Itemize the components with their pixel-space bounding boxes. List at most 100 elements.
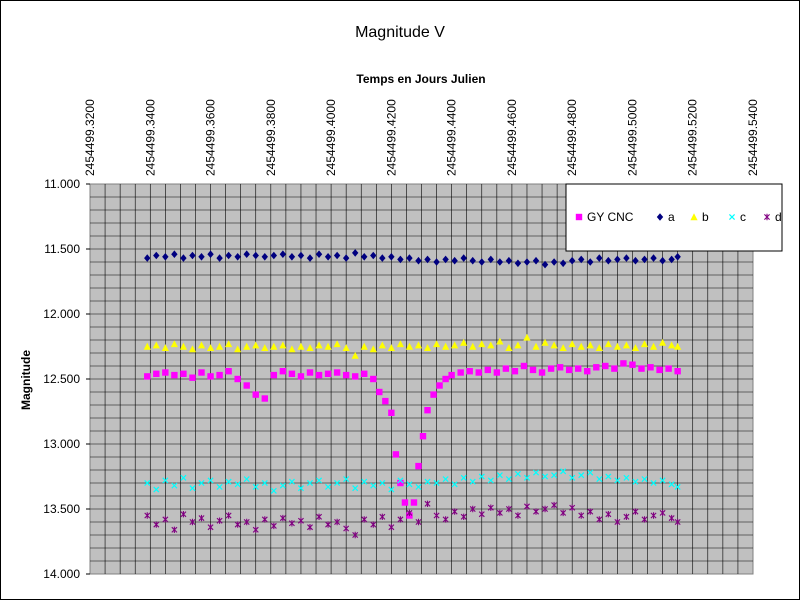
data-point <box>632 508 639 515</box>
data-point <box>578 255 585 264</box>
data-point <box>180 370 187 377</box>
data-point <box>442 342 450 350</box>
data-point <box>370 482 377 489</box>
data-point <box>631 344 640 351</box>
data-point <box>436 382 443 389</box>
x-tick-label: 2454499.3800 <box>264 99 278 176</box>
data-point <box>288 370 296 377</box>
y-tick-label: 12.000 <box>43 307 80 321</box>
data-point <box>401 499 409 506</box>
data-point <box>198 514 205 522</box>
data-point <box>370 521 377 528</box>
legend-marker <box>764 213 770 221</box>
data-point <box>605 473 612 480</box>
data-point <box>197 341 206 349</box>
data-point <box>410 499 418 506</box>
data-point <box>180 511 187 518</box>
data-point <box>415 256 422 265</box>
data-point <box>532 256 540 265</box>
data-point <box>252 526 259 533</box>
data-point <box>668 341 676 349</box>
data-point <box>674 253 681 261</box>
data-point <box>551 501 558 509</box>
data-point <box>641 476 648 483</box>
data-point <box>352 531 359 539</box>
data-point <box>424 407 431 414</box>
y-tick-label: 11.500 <box>44 242 80 256</box>
legend-marker <box>656 213 664 221</box>
data-point <box>207 524 214 531</box>
data-point <box>171 526 178 533</box>
y-tick-label: 13.000 <box>43 437 80 451</box>
data-point <box>288 253 296 261</box>
data-point <box>270 342 278 350</box>
data-point <box>144 479 151 487</box>
legend-label: d <box>775 210 782 224</box>
data-point <box>216 254 223 262</box>
data-point <box>424 500 431 507</box>
data-point <box>424 255 431 264</box>
data-point <box>496 258 504 266</box>
data-point <box>568 340 576 348</box>
data-point <box>641 516 648 523</box>
data-point <box>243 518 250 526</box>
data-point <box>171 250 178 258</box>
y-tick-label: 11.000 <box>44 177 80 191</box>
data-point <box>668 514 675 522</box>
data-point <box>270 487 277 494</box>
data-point <box>153 370 160 377</box>
data-point <box>578 512 585 519</box>
data-point <box>433 258 440 266</box>
data-point <box>279 482 286 489</box>
data-point <box>297 342 305 350</box>
y-tick-label: 13.500 <box>43 502 80 516</box>
data-point <box>234 345 242 353</box>
data-point <box>523 333 531 341</box>
data-point <box>252 341 260 349</box>
data-point <box>315 371 323 379</box>
data-point <box>324 370 332 377</box>
data-point <box>560 468 567 475</box>
x-tick-label: 2454499.5200 <box>686 99 700 176</box>
data-point <box>379 513 386 520</box>
plot-area: 11.000 11.500 12.000 12.500 13.000 13.500 14.0… <box>43 99 760 581</box>
data-point <box>392 451 400 458</box>
data-point <box>388 253 395 261</box>
data-point <box>161 344 169 351</box>
data-point <box>478 340 486 348</box>
data-point <box>595 344 603 351</box>
data-point <box>388 486 395 493</box>
data-point <box>529 366 537 374</box>
data-point <box>189 485 196 492</box>
data-point <box>415 462 422 470</box>
data-point <box>478 473 485 480</box>
data-point <box>397 479 404 487</box>
series-c <box>144 468 681 494</box>
data-point <box>216 371 223 379</box>
data-point <box>179 342 188 350</box>
data-point <box>541 260 549 269</box>
data-point <box>568 256 576 265</box>
data-point <box>189 518 196 526</box>
data-point <box>659 256 666 265</box>
data-point <box>433 479 440 487</box>
data-point <box>388 524 395 531</box>
data-point <box>316 513 323 520</box>
legend-box <box>565 183 783 252</box>
data-point <box>243 342 251 350</box>
data-point <box>288 520 295 527</box>
data-point <box>448 371 455 379</box>
data-point <box>469 478 476 485</box>
data-point <box>180 254 187 262</box>
data-point <box>297 251 305 260</box>
data-point <box>423 344 432 351</box>
data-point <box>460 474 467 481</box>
data-point <box>613 342 621 350</box>
data-point <box>514 512 521 519</box>
data-point <box>596 254 603 262</box>
data-point <box>162 516 169 523</box>
series-d <box>144 500 681 539</box>
chart-title: Magnitude V <box>355 24 445 41</box>
legend: GY CNC a b c d <box>565 183 783 252</box>
data-point <box>665 365 672 372</box>
